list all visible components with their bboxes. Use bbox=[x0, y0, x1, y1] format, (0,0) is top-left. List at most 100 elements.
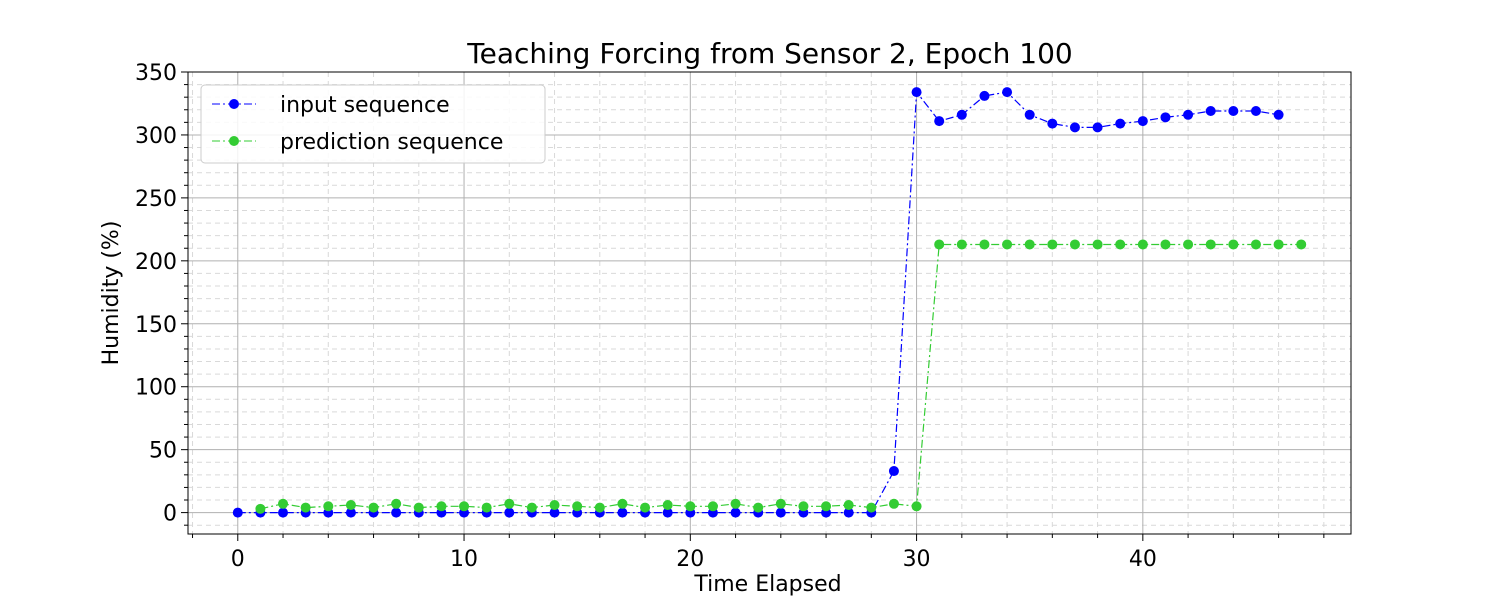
x-tick-label: 20 bbox=[676, 547, 704, 572]
data-point-prediction bbox=[572, 501, 583, 512]
data-point-input bbox=[662, 507, 673, 518]
y-tick-label: 300 bbox=[135, 124, 177, 149]
y-tick-label: 0 bbox=[163, 502, 177, 527]
data-point-prediction bbox=[798, 501, 809, 512]
data-point-prediction bbox=[934, 239, 945, 250]
data-point-prediction bbox=[549, 500, 560, 511]
data-point-prediction bbox=[753, 502, 764, 513]
data-point-input bbox=[1069, 122, 1080, 133]
y-tick-label: 250 bbox=[135, 187, 177, 212]
data-point-prediction bbox=[594, 502, 605, 513]
y-tick-label: 350 bbox=[135, 61, 177, 86]
data-point-input bbox=[232, 507, 243, 518]
data-point-prediction bbox=[1205, 239, 1216, 250]
y-tick-label: 200 bbox=[135, 250, 177, 275]
data-point-prediction bbox=[1002, 239, 1013, 250]
x-tick-label: 30 bbox=[903, 547, 931, 572]
data-point-prediction bbox=[413, 502, 424, 513]
data-point-input bbox=[391, 507, 402, 518]
y-tick-label: 100 bbox=[135, 376, 177, 401]
data-point-prediction bbox=[821, 501, 832, 512]
y-tick-label: 150 bbox=[135, 313, 177, 338]
legend-label-input: input sequence bbox=[280, 93, 450, 118]
data-point-input bbox=[934, 116, 945, 127]
data-point-prediction bbox=[775, 498, 786, 509]
data-point-prediction bbox=[979, 239, 990, 250]
legend-label-prediction: prediction sequence bbox=[280, 130, 503, 155]
data-point-input bbox=[345, 507, 356, 518]
plot-frame bbox=[187, 71, 1352, 535]
data-point-prediction bbox=[888, 498, 899, 509]
data-point-input bbox=[730, 507, 741, 518]
data-point-prediction bbox=[1183, 239, 1194, 250]
data-point-prediction bbox=[255, 503, 266, 514]
data-point-input bbox=[1183, 109, 1194, 120]
data-point-prediction bbox=[662, 500, 673, 511]
data-point-prediction bbox=[1024, 239, 1035, 250]
data-point-input bbox=[1092, 122, 1103, 133]
data-point-prediction bbox=[345, 500, 356, 511]
data-point-prediction bbox=[843, 500, 854, 511]
data-point-input bbox=[504, 507, 515, 518]
data-point-prediction bbox=[391, 498, 402, 509]
legend-marker-prediction bbox=[229, 136, 239, 146]
data-point-input bbox=[1160, 112, 1171, 123]
data-point-prediction bbox=[526, 502, 537, 513]
data-point-input bbox=[549, 507, 560, 518]
data-point-prediction bbox=[640, 502, 651, 513]
data-point-input bbox=[617, 507, 628, 518]
data-point-prediction bbox=[368, 502, 379, 513]
data-point-prediction bbox=[504, 498, 515, 509]
data-point-prediction bbox=[866, 502, 877, 513]
data-point-prediction bbox=[956, 239, 967, 250]
data-point-prediction bbox=[300, 502, 311, 513]
data-point-input bbox=[1205, 106, 1216, 117]
data-point-input bbox=[979, 90, 990, 101]
data-point-prediction bbox=[1228, 239, 1239, 250]
x-tick-label: 0 bbox=[231, 547, 245, 572]
chart-title: Teaching Forcing from Sensor 2, Epoch 10… bbox=[466, 37, 1072, 70]
data-point-prediction bbox=[1137, 239, 1148, 250]
data-point-prediction bbox=[278, 498, 289, 509]
x-axis-label: Time Elapsed bbox=[693, 572, 841, 597]
y-axis-label: Humidity (%) bbox=[99, 221, 124, 366]
data-point-input bbox=[1228, 106, 1239, 117]
data-point-input bbox=[775, 507, 786, 518]
data-point-input bbox=[1250, 106, 1261, 117]
x-tick-label: 10 bbox=[450, 547, 478, 572]
data-point-prediction bbox=[1273, 239, 1284, 250]
data-point-prediction bbox=[1047, 239, 1058, 250]
data-point-input bbox=[1115, 118, 1126, 129]
data-point-input bbox=[278, 507, 289, 518]
data-point-prediction bbox=[1296, 239, 1307, 250]
data-point-prediction bbox=[436, 501, 447, 512]
data-point-input bbox=[1024, 109, 1035, 120]
data-point-input bbox=[1273, 109, 1284, 120]
data-point-prediction bbox=[1092, 239, 1103, 250]
legend-box bbox=[200, 84, 546, 164]
series-layer bbox=[232, 87, 1307, 518]
data-point-prediction bbox=[323, 501, 334, 512]
data-point-prediction bbox=[459, 501, 470, 512]
data-point-prediction bbox=[685, 501, 696, 512]
series-line-input bbox=[237, 90, 1279, 514]
x-tick-label: 40 bbox=[1129, 547, 1157, 572]
data-point-prediction bbox=[481, 502, 492, 513]
data-point-prediction bbox=[1250, 239, 1261, 250]
legend: input sequence prediction sequence bbox=[200, 84, 546, 164]
y-tick-label: 50 bbox=[149, 439, 177, 464]
data-point-input bbox=[843, 507, 854, 518]
data-point-input bbox=[1137, 116, 1148, 127]
axis-ticks: 0 10 20 30 40 0 50 100 150 200 250 300 350 bbox=[135, 61, 1325, 572]
data-point-input bbox=[1002, 87, 1013, 98]
legend-marker-input bbox=[229, 99, 239, 109]
data-point-prediction bbox=[730, 498, 741, 509]
data-point-prediction bbox=[1069, 239, 1080, 250]
data-point-prediction bbox=[1115, 239, 1126, 250]
data-point-input bbox=[956, 109, 967, 120]
data-point-input bbox=[1047, 118, 1058, 129]
data-point-input bbox=[911, 87, 922, 98]
data-point-prediction bbox=[707, 501, 718, 512]
data-point-prediction bbox=[1160, 239, 1171, 250]
